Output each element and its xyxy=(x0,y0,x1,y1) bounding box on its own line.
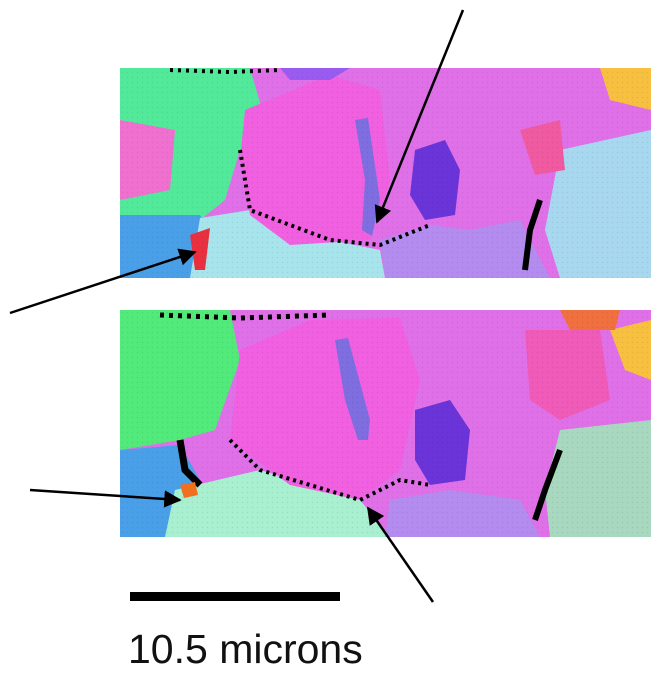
texture xyxy=(120,68,651,278)
figure: 10.5 microns xyxy=(0,0,651,673)
texture xyxy=(120,310,651,537)
scale-bar xyxy=(130,592,340,601)
scale-label: 10.5 microns xyxy=(128,626,363,672)
bottom-map xyxy=(120,310,651,537)
arrow xyxy=(10,252,195,313)
top-map xyxy=(120,68,651,278)
